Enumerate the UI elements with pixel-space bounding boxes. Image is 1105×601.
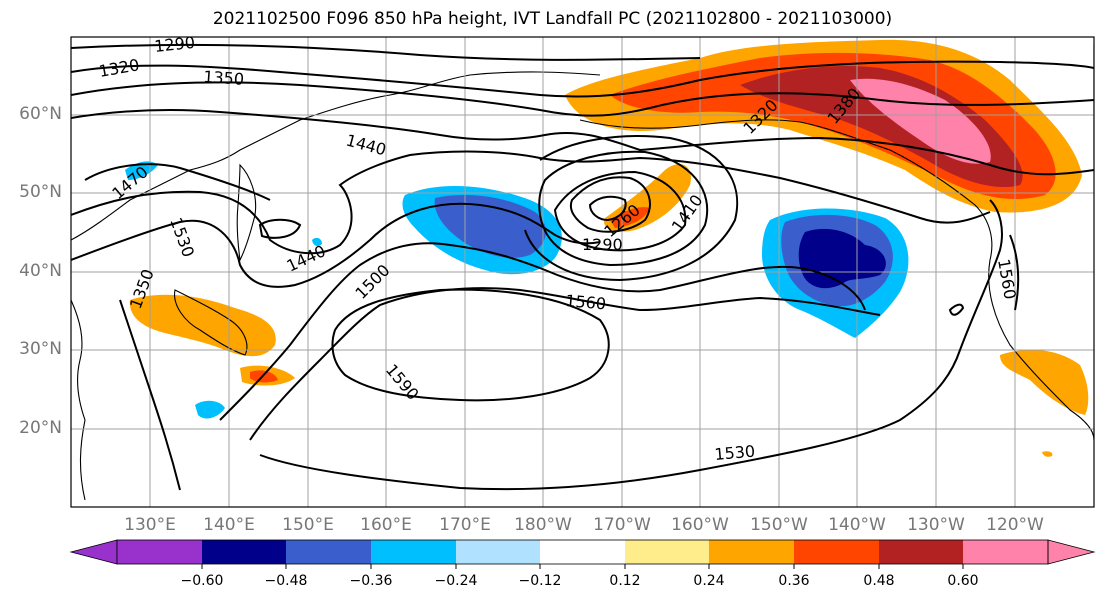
lon-label: 140°W [828, 515, 886, 535]
colorbar-tick-label: −0.48 [264, 573, 308, 589]
colorbar-tick-label: 0.48 [863, 573, 895, 589]
lat-label: 30°N [19, 339, 62, 359]
japan-anomaly [129, 294, 276, 357]
colorbar-tick-label: −0.24 [434, 573, 478, 589]
lon-label: 120°W [986, 515, 1044, 535]
lon-label: 170°W [593, 515, 651, 535]
colorbar-tick-label: 0.12 [609, 573, 641, 589]
lon-label: 130°W [907, 515, 965, 535]
map-title: 2021102500 F096 850 hPa height, IVT Land… [212, 9, 893, 29]
negative-anomaly-blue [434, 194, 546, 258]
lon-label: 150°E [282, 515, 334, 535]
map-panel: 1290 1320 1350 1440 1470 1530 1440 1500 … [71, 33, 1094, 507]
colorbar-tick-label: −0.60 [180, 573, 224, 589]
lon-label: 130°E [124, 515, 176, 535]
contour-label: 1530 [714, 442, 756, 464]
lon-label: 160°E [360, 515, 412, 535]
lat-label: 40°N [19, 261, 62, 281]
lon-label: 160°W [671, 515, 729, 535]
contour-label: 1290 [582, 235, 623, 254]
contour-label: 1560 [565, 291, 607, 313]
lat-label: 20°N [19, 418, 62, 438]
colorbar-tick-label: −0.36 [349, 573, 393, 589]
coastlines [71, 45, 1094, 501]
shading-layer [125, 39, 1089, 457]
lat-label: 50°N [19, 182, 62, 202]
colorbar-tick-label: 0.60 [947, 573, 979, 589]
colorbar [69, 539, 1096, 569]
lon-label: 180°W [514, 515, 572, 535]
lat-label: 60°N [19, 104, 62, 124]
contour-label: 1290 [153, 33, 195, 56]
lon-label: 150°W [750, 515, 808, 535]
colorbar-tick-label: −0.12 [518, 573, 562, 589]
lon-label: 170°E [439, 515, 491, 535]
colorbar-tick-label: 0.24 [693, 573, 725, 589]
contour-label: 1350 [203, 67, 245, 89]
height-contours [71, 43, 1094, 491]
colorbar-tick-label: 0.36 [778, 573, 810, 589]
lon-label: 140°E [203, 515, 255, 535]
